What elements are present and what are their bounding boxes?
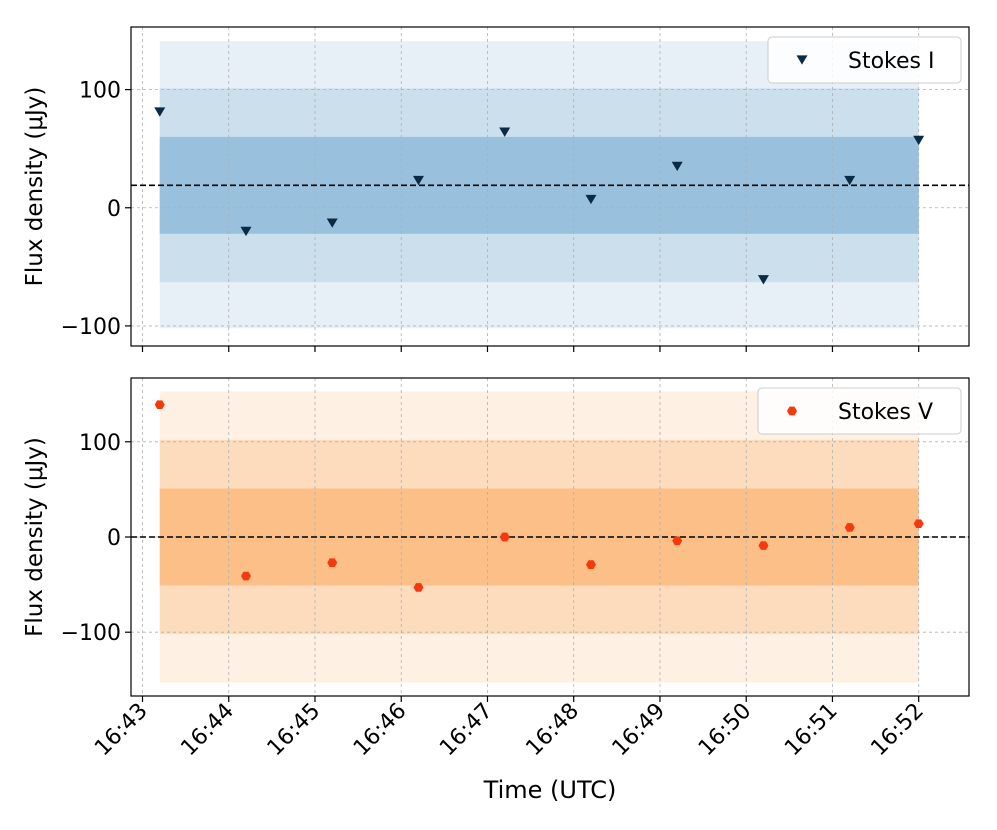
data-point <box>672 536 683 546</box>
legend: Stokes I <box>767 36 962 84</box>
data-point <box>499 127 511 137</box>
data-point <box>326 218 338 228</box>
data-point <box>240 226 252 237</box>
data-point <box>913 519 924 528</box>
y-tick-label: 100 <box>79 79 121 104</box>
data-point <box>585 194 597 205</box>
data-point <box>413 583 424 592</box>
y-tick-label: −100 <box>61 315 121 340</box>
legend-box <box>757 387 962 435</box>
data-point <box>913 135 925 146</box>
y-tick-label: 0 <box>107 526 121 551</box>
y-axis-label: Flux density (μJy) <box>22 87 48 287</box>
data-point <box>412 175 424 186</box>
y-tick-label: −100 <box>61 621 121 646</box>
data-point <box>844 523 855 532</box>
data-point <box>154 400 165 409</box>
y-tick-label: 100 <box>79 431 121 456</box>
panel-bottom: −100 0 100 Flux density (μJy) Stokes V <box>22 377 970 702</box>
data-point <box>758 541 769 550</box>
legend: Stokes V <box>757 387 962 435</box>
legend-marker <box>796 55 808 65</box>
data-point <box>154 107 166 117</box>
panels: −100 0 100 Flux density (μJy) Stokes I −100 0 1… <box>22 26 970 702</box>
data-point <box>671 161 683 172</box>
x-axis-label: Time (UTC) <box>483 776 617 804</box>
legend-box <box>767 36 962 84</box>
data-point <box>844 175 856 186</box>
y-tick-label: 0 <box>107 197 121 222</box>
legend-marker <box>787 406 797 416</box>
legend-label: Stokes V <box>838 400 933 425</box>
data-point <box>240 571 251 581</box>
y-axis-label: Flux density (μJy) <box>22 437 48 637</box>
panel-top: −100 0 100 Flux density (μJy) Stokes I <box>22 26 970 352</box>
data-point <box>327 558 338 568</box>
axes-frame <box>130 26 970 347</box>
data-point <box>585 560 596 569</box>
legend-label: Stokes I <box>848 49 935 74</box>
data-point <box>757 275 769 285</box>
data-point <box>499 532 510 542</box>
